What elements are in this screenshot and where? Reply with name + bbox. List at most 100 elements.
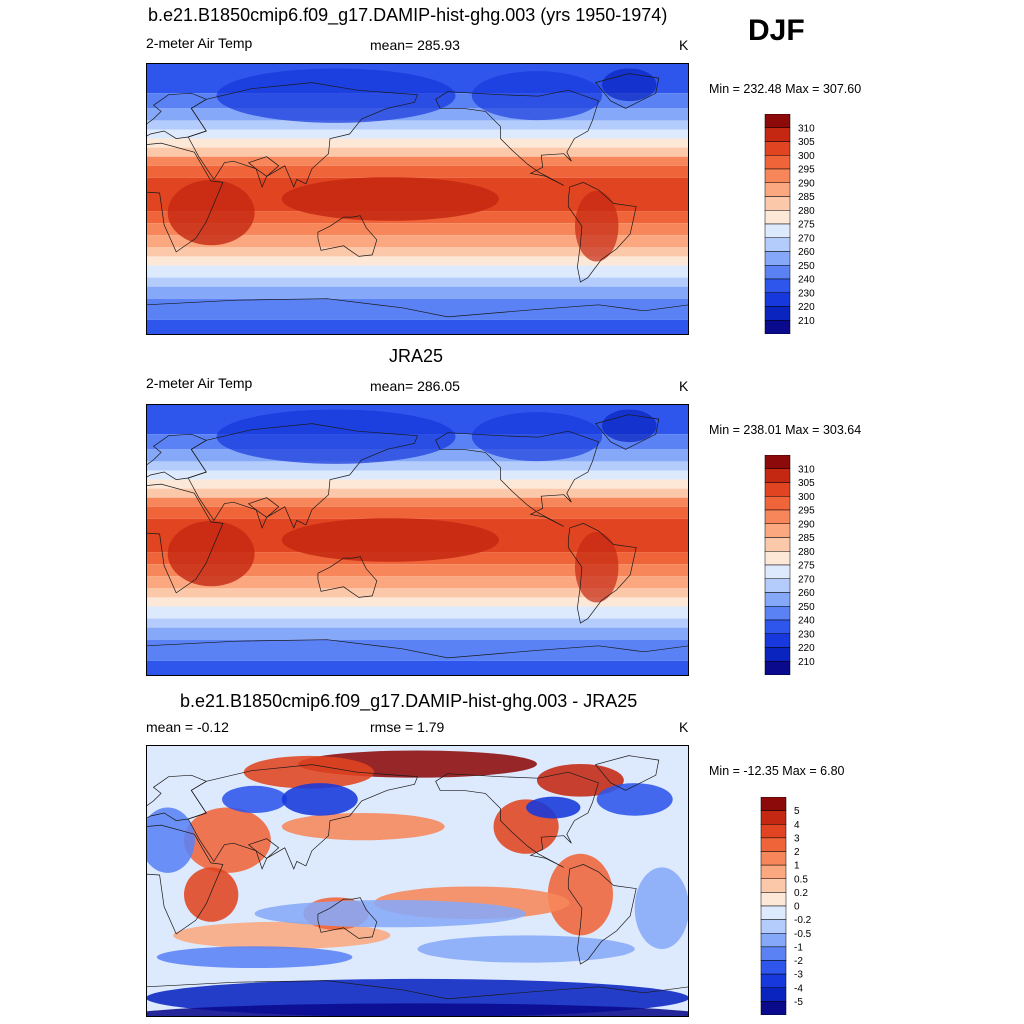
temperature-band (146, 506, 689, 519)
colorbar-label: 290 (798, 519, 815, 530)
difference-blob (184, 867, 239, 922)
panel-minmax: Min = -12.35 Max = 6.80 (709, 764, 845, 778)
coastline (567, 182, 637, 283)
colorbar-box (764, 278, 791, 293)
coastline (146, 142, 224, 253)
colorbar-box (764, 251, 791, 266)
colorbar-box (764, 196, 791, 211)
temperature-band (146, 497, 689, 507)
colorbar-label: 230 (798, 288, 815, 299)
temperature-band (146, 461, 689, 471)
coastline (146, 824, 224, 935)
temperature-band (146, 165, 689, 178)
colorbar-label: -4 (794, 983, 803, 994)
colorbar-box (760, 837, 787, 852)
temperature-band (146, 618, 689, 628)
colorbar-label: 210 (798, 316, 815, 327)
colorbar-box (764, 633, 791, 648)
temperature-map-model (146, 63, 689, 335)
colorbar-label: -0.5 (794, 929, 812, 940)
temperature-band (146, 488, 689, 498)
temperature-band (146, 576, 689, 589)
colorbar-box (760, 973, 787, 988)
coastline (146, 483, 224, 594)
panel-mean-label: mean = -0.12 (146, 719, 229, 735)
coastline (146, 980, 689, 1017)
colorbar-box (764, 127, 791, 142)
colorbar-label: 270 (798, 574, 815, 585)
coastline (146, 639, 689, 676)
temperature-band (146, 639, 689, 661)
colorbar-label: -2 (794, 956, 803, 967)
coastline (317, 556, 378, 598)
temperature-band (146, 298, 689, 320)
colorbar-box (764, 141, 791, 156)
colorbar-box (760, 946, 787, 961)
difference-blob (547, 853, 613, 936)
colorbar-box (760, 824, 787, 839)
colorbar-label: 285 (798, 192, 815, 203)
difference-blob (146, 807, 195, 873)
colorbar-label: 240 (798, 275, 815, 286)
colorbar-box (764, 223, 791, 238)
colorbar-label: 220 (798, 302, 815, 313)
coastline (435, 771, 599, 868)
temperature-band (146, 235, 689, 248)
colorbar-box (764, 606, 791, 621)
colorbar-box (764, 182, 791, 197)
colorbar-label: -0.2 (794, 915, 812, 926)
temperature-band (146, 286, 689, 299)
colorbar-label: 250 (798, 602, 815, 613)
coastline (594, 414, 660, 450)
difference-blob (222, 785, 288, 813)
colorbar-box (764, 592, 791, 607)
coastline (247, 838, 280, 870)
difference-blob (156, 946, 353, 969)
difference-blob (526, 796, 581, 819)
colorbar-label: 310 (798, 464, 815, 475)
coastline (187, 82, 419, 188)
panel-field-label: 2-meter Air Temp (146, 375, 253, 391)
cold-region-north-america (471, 71, 603, 121)
temperature-band (146, 138, 689, 148)
colorbar-label: 250 (798, 261, 815, 272)
colorbar-box (760, 960, 787, 975)
difference-blob (254, 900, 527, 928)
temperature-band (146, 247, 689, 257)
difference-blob (281, 813, 445, 841)
difference-blob (146, 1003, 689, 1017)
panel-minmax: Min = 238.01 Max = 303.64 (709, 423, 862, 437)
temperature-band (146, 256, 689, 266)
colorbar-box (764, 537, 791, 552)
warm-region-south-america (574, 531, 619, 603)
difference-map (146, 745, 689, 1017)
colorbar-label: 290 (798, 178, 815, 189)
cold-region-siberia (216, 68, 456, 123)
coastline (247, 497, 280, 529)
warm-pool-region (281, 518, 499, 562)
cold-region-greenland (602, 68, 657, 102)
temperature-band (146, 564, 689, 577)
temperature-map-obs (146, 404, 689, 676)
colorbar-box (764, 564, 791, 579)
coastline (187, 423, 419, 529)
coastline (567, 523, 637, 624)
coastline (594, 73, 660, 109)
colorbar-box (764, 210, 791, 225)
temperature-band (146, 606, 689, 619)
panel-title-model: b.e21.B1850cmip6.f09_g17.DAMIP-hist-ghg.… (148, 5, 668, 25)
colorbar-box (764, 523, 791, 538)
map-frame (146, 745, 689, 1017)
panel-field-label: 2-meter Air Temp (146, 35, 253, 51)
colorbar-label: 0 (794, 902, 800, 913)
temperature-band (146, 223, 689, 236)
season-label: DJF (748, 14, 805, 47)
colorbar-box (764, 482, 791, 497)
temperature-band (146, 479, 689, 489)
colorbar-label: 220 (798, 643, 815, 654)
panel-mean-label: mean= 285.93 (370, 37, 460, 53)
panel-minmax: Min = 232.48 Max = 307.60 (709, 82, 862, 96)
temperature-band (146, 319, 689, 335)
temperature-band (146, 147, 689, 157)
colorbar-label: 0.5 (794, 874, 808, 885)
